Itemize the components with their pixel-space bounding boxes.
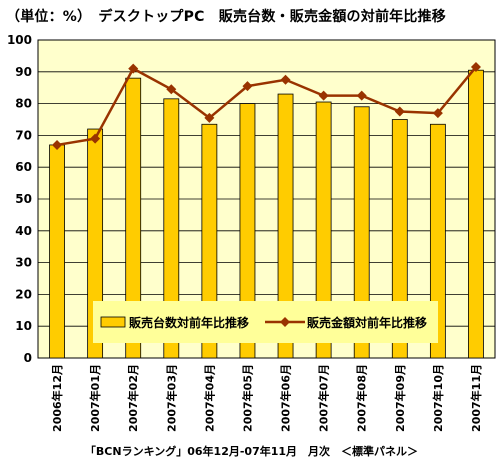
y-tick-label: 0 [24,351,32,365]
legend-label-line: 販売金額対前年比推移 [307,315,427,330]
x-tick-label: 2007年07月 [317,364,331,432]
line-marker [204,112,215,123]
bar [163,98,180,359]
x-tick-label: 2007年09月 [393,364,407,432]
bar [125,77,142,359]
x-tick-label: 2007年11月 [469,364,483,432]
legend-marker [280,317,290,327]
x-tick-label: 2006年12月 [50,364,64,432]
line-marker [52,139,63,150]
bar [239,103,256,359]
line-series [52,62,481,150]
legend-label-bar: 販売台数対前年比推移 [129,315,249,330]
x-tick-label: 2007年03月 [164,364,178,432]
bar [315,101,332,359]
chart-title: （単位：%） デスクトップPC 販売台数・販売金額の対前年比推移 [6,9,446,25]
bar [353,106,370,359]
bar [468,69,484,359]
line-marker [242,81,253,92]
y-tick-label: 30 [15,256,32,270]
y-tick-label: 70 [15,128,32,142]
y-tick-label: 10 [15,319,32,333]
x-axis-labels: 2006年12月 2007年01月 2007年02月 2007年03月 2007年04月… [50,364,483,432]
y-tick-label: 80 [15,97,32,111]
line-marker [394,106,405,117]
line-marker [356,90,367,101]
line-marker [280,74,291,85]
bar [201,123,218,359]
chart-footer: 「BCNランキング」06年12月-07年11月 月次 ＜標準パネル＞ [84,445,419,458]
y-tick-label: 60 [15,160,32,174]
bar [391,119,408,359]
x-tick-label: 2007年06月 [279,364,293,432]
y-tick-label: 20 [15,287,32,301]
x-tick-label: 2007年02月 [126,364,140,432]
bar [277,93,294,359]
x-tick-label: 2007年01月 [88,364,102,432]
bar-series [49,69,484,359]
legend-swatch-bar [100,316,126,328]
y-axis-ticks: 0 10 20 30 40 50 60 70 80 90 100 [7,33,32,365]
y-tick-label: 40 [15,224,32,238]
legend: 販売台数対前年比推移 販売金額対前年比推移 [93,301,438,343]
bar [49,144,65,359]
x-tick-label: 2007年05月 [240,364,254,432]
x-tick-label: 2007年04月 [202,364,216,432]
y-tick-label: 90 [15,65,32,79]
line-marker [432,108,443,119]
line-marker [318,90,329,101]
y-tick-label: 50 [15,192,32,206]
x-tick-label: 2007年08月 [355,364,369,432]
x-tick-label: 2007年10月 [431,364,445,432]
line-marker [166,84,177,95]
line-marker [128,63,139,74]
line-path [56,66,477,147]
bar [87,128,104,359]
y-tick-label: 100 [7,33,32,47]
line-marker [90,133,101,144]
bar [429,123,446,359]
line-marker [470,62,481,73]
